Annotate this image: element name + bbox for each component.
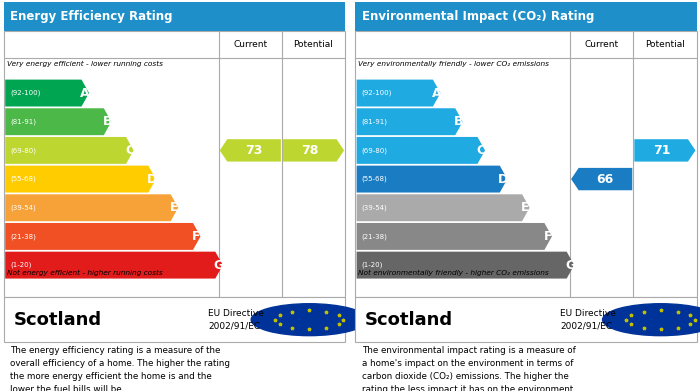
Polygon shape xyxy=(571,168,632,190)
Text: (55-68): (55-68) xyxy=(362,176,388,182)
Polygon shape xyxy=(356,166,508,192)
Text: (69-80): (69-80) xyxy=(10,147,36,154)
Text: (92-100): (92-100) xyxy=(10,90,41,96)
Text: G: G xyxy=(214,258,224,272)
Text: F: F xyxy=(544,230,552,243)
FancyBboxPatch shape xyxy=(4,2,345,31)
FancyBboxPatch shape xyxy=(355,297,696,342)
Text: (39-54): (39-54) xyxy=(10,204,36,211)
Text: Very energy efficient - lower running costs: Very energy efficient - lower running co… xyxy=(7,61,163,67)
Polygon shape xyxy=(356,194,530,221)
Text: EU Directive
2002/91/EC: EU Directive 2002/91/EC xyxy=(209,309,265,330)
Text: Potential: Potential xyxy=(645,40,685,49)
Text: The energy efficiency rating is a measure of the
overall efficiency of a home. T: The energy efficiency rating is a measur… xyxy=(10,346,230,391)
Polygon shape xyxy=(5,108,111,135)
Text: 71: 71 xyxy=(652,144,670,157)
Text: C: C xyxy=(477,144,486,157)
Circle shape xyxy=(603,304,700,335)
FancyBboxPatch shape xyxy=(355,2,696,31)
Text: Scotland: Scotland xyxy=(365,311,454,329)
Text: (81-91): (81-91) xyxy=(362,118,388,125)
Text: 73: 73 xyxy=(245,144,262,157)
FancyBboxPatch shape xyxy=(4,297,345,342)
Polygon shape xyxy=(634,139,696,161)
Text: (21-38): (21-38) xyxy=(10,233,36,240)
Text: (81-91): (81-91) xyxy=(10,118,36,125)
Text: 66: 66 xyxy=(596,172,614,186)
Polygon shape xyxy=(5,194,178,221)
Text: E: E xyxy=(522,201,530,214)
Circle shape xyxy=(251,304,368,335)
Polygon shape xyxy=(356,252,574,278)
FancyBboxPatch shape xyxy=(355,31,696,297)
Text: (55-68): (55-68) xyxy=(10,176,36,182)
Text: (21-38): (21-38) xyxy=(362,233,388,240)
Text: A: A xyxy=(80,86,90,100)
Polygon shape xyxy=(356,108,463,135)
Polygon shape xyxy=(5,80,89,106)
Text: D: D xyxy=(498,172,508,186)
Text: B: B xyxy=(454,115,463,128)
Text: F: F xyxy=(193,230,201,243)
Text: D: D xyxy=(147,172,157,186)
Polygon shape xyxy=(356,223,552,250)
Text: (69-80): (69-80) xyxy=(362,147,388,154)
Text: Very environmentally friendly - lower CO₂ emissions: Very environmentally friendly - lower CO… xyxy=(358,61,550,67)
Text: Scotland: Scotland xyxy=(14,311,102,329)
Polygon shape xyxy=(220,139,281,161)
Polygon shape xyxy=(5,252,223,278)
Text: (92-100): (92-100) xyxy=(362,90,392,96)
Text: 78: 78 xyxy=(302,144,318,157)
FancyBboxPatch shape xyxy=(4,31,345,297)
Polygon shape xyxy=(356,137,485,164)
Polygon shape xyxy=(5,137,134,164)
Text: Potential: Potential xyxy=(293,40,333,49)
Text: EU Directive
2002/91/EC: EU Directive 2002/91/EC xyxy=(560,309,616,330)
Polygon shape xyxy=(356,80,440,106)
Text: (1-20): (1-20) xyxy=(362,262,383,268)
Polygon shape xyxy=(283,139,344,161)
Text: Not energy efficient - higher running costs: Not energy efficient - higher running co… xyxy=(7,271,162,276)
Text: The environmental impact rating is a measure of
a home's impact on the environme: The environmental impact rating is a mea… xyxy=(362,346,575,391)
Text: (1-20): (1-20) xyxy=(10,262,32,268)
Text: Current: Current xyxy=(584,40,619,49)
Text: C: C xyxy=(125,144,134,157)
Text: Environmental Impact (CO₂) Rating: Environmental Impact (CO₂) Rating xyxy=(362,10,594,23)
Text: Energy Efficiency Rating: Energy Efficiency Rating xyxy=(10,10,173,23)
Text: Current: Current xyxy=(233,40,267,49)
Polygon shape xyxy=(5,166,156,192)
Text: (39-54): (39-54) xyxy=(362,204,388,211)
Text: A: A xyxy=(431,86,441,100)
Text: G: G xyxy=(565,258,575,272)
Text: E: E xyxy=(170,201,178,214)
Polygon shape xyxy=(5,223,200,250)
Text: Not environmentally friendly - higher CO₂ emissions: Not environmentally friendly - higher CO… xyxy=(358,271,549,276)
Text: B: B xyxy=(102,115,112,128)
